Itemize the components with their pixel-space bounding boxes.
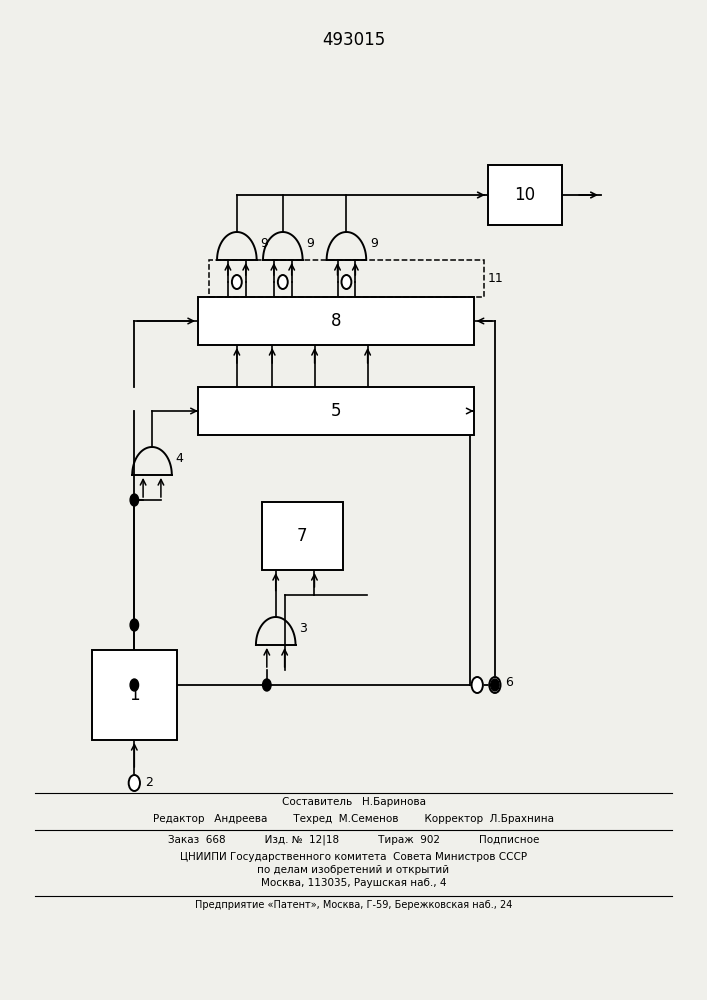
Text: 9: 9 [370,237,378,250]
Text: 6: 6 [506,676,513,690]
Text: 9: 9 [260,237,268,250]
Text: 6: 6 [490,676,498,690]
Text: 8: 8 [331,312,341,330]
Circle shape [489,677,501,693]
Text: 3: 3 [299,622,307,635]
Bar [488,165,562,225]
Text: 9: 9 [306,237,314,250]
Text: по делам изобретений и открытий: по делам изобретений и открытий [257,865,450,875]
Text: Составитель   Н.Баринова: Составитель Н.Баринова [281,797,426,807]
Text: ЦНИИПИ Государственного комитета  Совета Министров СССР: ЦНИИПИ Государственного комитета Совета … [180,852,527,862]
Circle shape [232,275,242,289]
Text: Редактор   Андреева        Техред  М.Семенов        Корректор  Л.Брахнина: Редактор Андреева Техред М.Семенов Корре… [153,814,554,824]
Bar [209,260,484,297]
Circle shape [130,619,139,631]
Circle shape [278,275,288,289]
Text: 10: 10 [515,186,535,204]
Circle shape [130,494,139,506]
Bar [198,387,474,435]
Text: 1: 1 [129,686,140,704]
Circle shape [472,677,483,693]
Circle shape [341,275,351,289]
Bar [198,297,474,345]
Circle shape [262,679,271,691]
Circle shape [130,679,139,691]
Text: 2: 2 [145,776,153,790]
Text: 11: 11 [488,272,503,285]
Text: 493015: 493015 [322,31,385,49]
Bar [92,650,177,740]
Text: Заказ  668            Изд. №  12|18            Тираж  902            Подписное: Заказ 668 Изд. № 12|18 Тираж 902 Подписн… [168,835,539,845]
Bar [262,502,343,570]
Text: 4: 4 [175,452,183,465]
Text: Москва, 113035, Раушская наб., 4: Москва, 113035, Раушская наб., 4 [261,878,446,888]
Text: 7: 7 [297,527,308,545]
Text: 5: 5 [331,402,341,420]
Circle shape [129,775,140,791]
Circle shape [491,679,499,691]
Text: Предприятие «Патент», Москва, Г-59, Бережковская наб., 24: Предприятие «Патент», Москва, Г-59, Бере… [195,900,512,910]
